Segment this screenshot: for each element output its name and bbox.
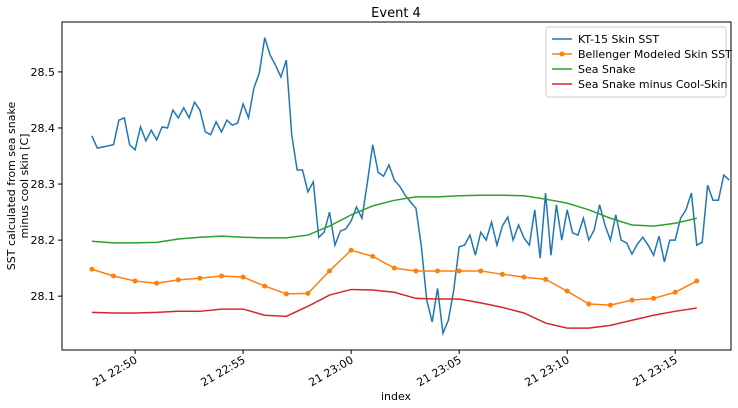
series-marker <box>607 302 613 308</box>
x-tick-label: 21 23:00 <box>307 353 356 389</box>
legend-label: Sea Snake minus Cool-Skin <box>578 78 727 91</box>
x-tick-label: 21 23:15 <box>631 353 680 389</box>
plot-frame <box>61 21 732 351</box>
series-marker <box>348 247 354 253</box>
y-tick-label: 28.3 <box>31 178 56 191</box>
legend-box <box>545 26 727 98</box>
x-tick-label: 21 22:55 <box>199 353 248 389</box>
series-marker <box>391 265 397 271</box>
y-tick-label: 28.1 <box>31 290 56 303</box>
series-marker <box>132 278 138 284</box>
x-tick-label: 21 23:10 <box>523 353 572 389</box>
series-marker <box>499 271 505 277</box>
series-marker <box>175 277 181 283</box>
legend-label: Bellenger Modeled Skin SST <box>578 48 732 61</box>
series-marker <box>435 268 441 274</box>
y-tick-label: 28.5 <box>31 66 56 79</box>
x-tick-label: 21 23:05 <box>415 353 464 389</box>
legend-marker <box>559 51 565 57</box>
series-line <box>91 194 697 244</box>
series-marker <box>694 278 700 284</box>
series-marker <box>154 280 160 286</box>
series-line <box>91 249 698 306</box>
series-marker <box>197 275 203 281</box>
series-marker <box>327 268 333 274</box>
series-marker <box>564 288 570 294</box>
y-axis-label: minus cool skin [C] <box>18 134 31 239</box>
series-marker <box>543 276 549 282</box>
series-marker <box>110 273 116 279</box>
y-axis-label: SST calculated from sea snake <box>5 102 18 271</box>
series-line <box>91 37 730 337</box>
series-line <box>91 288 697 329</box>
series-marker <box>370 253 376 259</box>
series-marker <box>456 268 462 274</box>
y-tick-label: 28.4 <box>31 122 56 135</box>
series-marker <box>521 274 527 280</box>
series-marker <box>672 289 678 295</box>
series-marker <box>262 283 268 289</box>
x-axis-label: index <box>381 390 412 403</box>
series-marker <box>629 297 635 303</box>
series-marker <box>89 266 95 272</box>
legend-label: Sea Snake <box>578 63 636 76</box>
series-marker <box>219 273 225 279</box>
series-marker <box>240 274 246 280</box>
series-marker <box>283 291 289 297</box>
series-marker <box>586 301 592 307</box>
series-marker <box>305 290 311 296</box>
legend-label: KT-15 Skin SST <box>578 33 659 46</box>
series-marker <box>651 295 657 301</box>
y-tick-label: 28.2 <box>31 234 56 247</box>
x-tick-label: 21 22:50 <box>90 353 139 389</box>
legend: KT-15 Skin SST Bellenger Modeled Skin SST… <box>545 26 732 98</box>
chart-title: Event 4 <box>371 6 421 21</box>
series-marker <box>413 268 419 274</box>
series-marker <box>478 268 484 274</box>
